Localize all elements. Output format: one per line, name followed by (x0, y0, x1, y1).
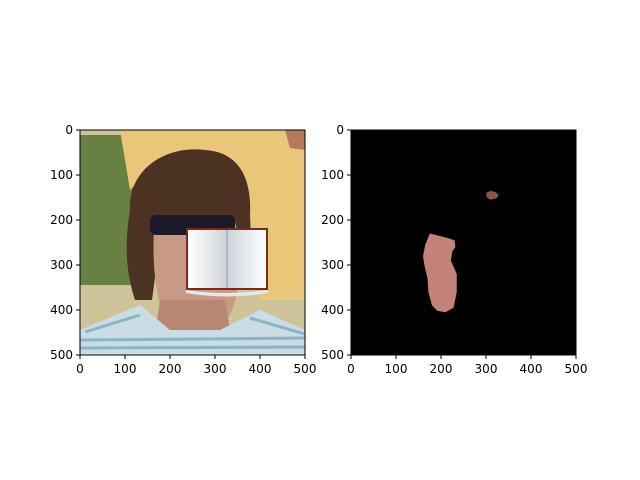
right-x-tick-label: 400 (520, 362, 543, 376)
left-x-tick-label: 100 (114, 362, 137, 376)
left-x-tick-label: 300 (204, 362, 227, 376)
left-y-tick-label: 0 (65, 123, 73, 137)
hand-skin-region (486, 190, 499, 200)
neck (155, 300, 230, 335)
left-y-tick-label: 100 (50, 168, 73, 182)
right-x-tick-label: 500 (565, 362, 588, 376)
book-icon (186, 228, 268, 297)
left-x-tick-label: 200 (159, 362, 182, 376)
tshirt-stripes (80, 313, 305, 350)
background-person-arm (285, 130, 305, 150)
right-y-tick-label: 200 (321, 213, 344, 227)
left-y-tick-label: 400 (50, 303, 73, 317)
right-x-tick-label: 0 (347, 362, 355, 376)
left-x-tick-label: 0 (76, 362, 84, 376)
left-y-tick-label: 300 (50, 258, 73, 272)
hair (126, 149, 252, 300)
right-x-tick-label: 100 (385, 362, 408, 376)
mask-background (351, 130, 576, 355)
right-mask-panel (351, 130, 576, 355)
right-y-tick-label: 0 (336, 123, 344, 137)
left-panel-frame (79, 129, 306, 356)
right-y-tick-label: 100 (321, 168, 344, 182)
right-x-tick-label: 300 (475, 362, 498, 376)
right-panel-frame (350, 129, 577, 356)
left-x-tick-label: 400 (249, 362, 272, 376)
right-x-tick-label: 200 (430, 362, 453, 376)
right-y-tick-label: 400 (321, 303, 344, 317)
left-image-panel (80, 130, 305, 355)
left-y-tick-label: 200 (50, 213, 73, 227)
left-x-tick-label: 500 (294, 362, 317, 376)
face-skin-region (423, 233, 457, 313)
right-y-tick-label: 300 (321, 258, 344, 272)
left-y-tick-label: 500 (50, 348, 73, 362)
right-y-tick-label: 500 (321, 348, 344, 362)
